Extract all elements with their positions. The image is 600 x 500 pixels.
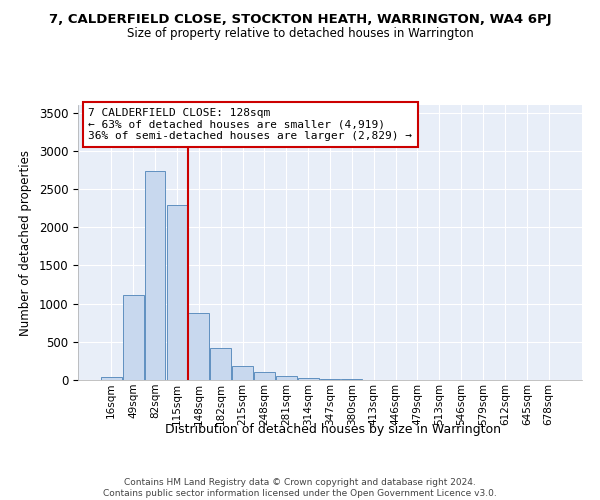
Y-axis label: Number of detached properties: Number of detached properties bbox=[19, 150, 32, 336]
Text: 7 CALDERFIELD CLOSE: 128sqm
← 63% of detached houses are smaller (4,919)
36% of : 7 CALDERFIELD CLOSE: 128sqm ← 63% of det… bbox=[88, 108, 412, 141]
Bar bbox=[320, 379, 340, 380]
Text: Distribution of detached houses by size in Warrington: Distribution of detached houses by size … bbox=[165, 422, 501, 436]
Bar bbox=[276, 376, 296, 380]
Text: 7, CALDERFIELD CLOSE, STOCKTON HEATH, WARRINGTON, WA4 6PJ: 7, CALDERFIELD CLOSE, STOCKTON HEATH, WA… bbox=[49, 12, 551, 26]
Text: Size of property relative to detached houses in Warrington: Size of property relative to detached ho… bbox=[127, 28, 473, 40]
Bar bbox=[188, 313, 209, 380]
Bar bbox=[210, 348, 231, 380]
Bar bbox=[145, 170, 166, 380]
Bar bbox=[167, 205, 187, 380]
Bar bbox=[101, 376, 122, 380]
Bar bbox=[298, 378, 319, 380]
Text: Contains HM Land Registry data © Crown copyright and database right 2024.
Contai: Contains HM Land Registry data © Crown c… bbox=[103, 478, 497, 498]
Bar bbox=[254, 372, 275, 380]
Bar bbox=[232, 366, 253, 380]
Bar bbox=[123, 295, 143, 380]
